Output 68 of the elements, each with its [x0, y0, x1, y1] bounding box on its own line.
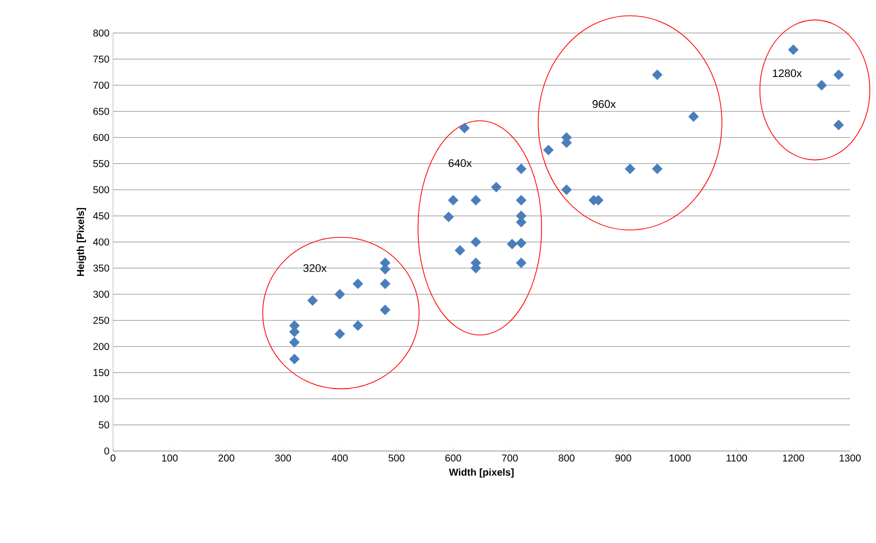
x-tick-label: 1100 — [726, 454, 747, 462]
y-tick-label: 550 — [93, 160, 110, 168]
point — [334, 328, 346, 340]
point — [289, 354, 300, 364]
point — [506, 238, 518, 250]
y-tick-label: 750 — [93, 56, 110, 63]
point — [561, 184, 572, 196]
y-tick-label: 650 — [93, 108, 110, 115]
x-tick-label: 600 — [445, 454, 462, 462]
point — [352, 320, 364, 331]
x-tick-label: 900 — [615, 454, 632, 462]
point — [543, 144, 554, 156]
point — [454, 245, 466, 256]
point — [516, 194, 526, 206]
y-tick-label: 400 — [93, 238, 110, 246]
point — [443, 212, 454, 222]
point — [688, 111, 699, 122]
annotation: 960x — [592, 100, 616, 108]
x-tick-label: 1300 — [840, 454, 861, 462]
point — [490, 182, 502, 192]
y-tick-label: 350 — [93, 264, 110, 272]
point — [516, 238, 526, 248]
point — [470, 194, 482, 206]
y-tick-label: 450 — [93, 212, 110, 220]
x-tick-label: 100 — [162, 454, 178, 462]
x-tick-label: 500 — [388, 454, 404, 462]
point — [448, 194, 458, 206]
x-tick-label: 1200 — [783, 454, 804, 462]
point — [334, 288, 346, 300]
y-tick-label: 50 — [98, 421, 110, 428]
y-tick-label: 250 — [93, 316, 110, 324]
point — [352, 278, 364, 290]
y-tick-label: 300 — [93, 290, 110, 298]
y-tick-label: 100 — [94, 395, 110, 402]
y-tick-label: 150 — [94, 369, 110, 376]
point — [833, 70, 844, 80]
x-tick-label: 300 — [275, 454, 292, 462]
point — [833, 120, 844, 130]
point — [459, 122, 470, 134]
y-tick-label: 600 — [93, 134, 110, 142]
x-tick-label: 200 — [218, 454, 234, 462]
y-tick-label: 0 — [104, 447, 110, 455]
x-tick-label: 400 — [332, 454, 348, 462]
point — [380, 278, 390, 290]
y-tick-label: 700 — [93, 82, 110, 89]
point — [516, 258, 526, 268]
annotation: 320x — [303, 264, 327, 272]
y-tick-label: 500 — [93, 186, 110, 194]
point — [289, 337, 300, 348]
annotation: 640x — [448, 159, 472, 167]
point — [652, 70, 663, 80]
point — [788, 44, 799, 56]
x-axis-title: Width [pixels] — [448, 468, 514, 478]
point — [380, 304, 390, 316]
point — [816, 80, 827, 91]
point — [470, 236, 482, 248]
y-axis-title: Heigth [Pixels] — [76, 208, 86, 276]
y-tick-label: 800 — [93, 29, 110, 37]
point — [652, 164, 663, 174]
x-tick-label: 700 — [502, 454, 518, 462]
point — [624, 164, 636, 174]
point — [516, 164, 526, 174]
x-tick-label: 0 — [110, 454, 116, 462]
point — [307, 295, 318, 306]
x-tick-label: 1000 — [670, 454, 691, 462]
x-tick-label: 800 — [558, 454, 574, 462]
y-tick-label: 200 — [93, 342, 110, 350]
annotation: 1280x — [772, 69, 802, 78]
